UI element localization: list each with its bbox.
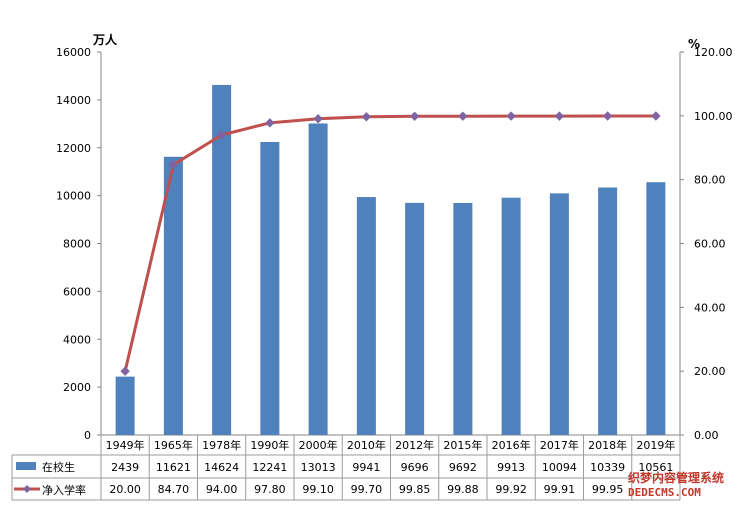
table-cell-bar-value: 9941 xyxy=(352,461,380,474)
line-point xyxy=(506,111,516,121)
line-point xyxy=(361,112,372,122)
table-cell-line-value: 99.70 xyxy=(351,483,383,496)
line-point xyxy=(265,118,275,128)
left-axis-tick-label: 2000 xyxy=(63,381,91,394)
right-axis-tick-label: 20.00 xyxy=(694,365,726,378)
bar xyxy=(212,84,232,436)
watermark-line1: 织梦内容管理系统 xyxy=(628,470,724,485)
table-cell-bar-value: 9692 xyxy=(449,461,477,474)
legend-label-line: 净入学率 xyxy=(42,483,86,497)
line-point xyxy=(602,111,613,121)
x-axis-tick-label: 2015年 xyxy=(443,438,482,452)
legend-key-bars xyxy=(16,462,36,470)
data-table: 1949年 1965年 1978年 1990年 2000年 2010年 2012年 2015年… xyxy=(11,435,681,501)
left-axis-tick-label: 4000 xyxy=(63,333,91,346)
line-series-path xyxy=(123,114,656,372)
line-point xyxy=(216,130,227,140)
legend-label-bars: 在校生 xyxy=(42,460,75,474)
table-cell-bar-value: 14624 xyxy=(204,461,239,474)
table-cell-bar-value: 12241 xyxy=(252,461,287,474)
x-axis-tick-label: 2010年 xyxy=(347,438,386,452)
bar xyxy=(356,197,376,435)
left-axis-tick-label: 10000 xyxy=(56,190,91,203)
table-cell-line-value: 84.70 xyxy=(158,483,190,496)
table-cell-bar-value: 10339 xyxy=(590,461,625,474)
bar xyxy=(308,123,328,435)
line-point xyxy=(554,111,565,121)
axes: 0 2000 4000 6000 8000 10000 12000 14000 16000 0.0… xyxy=(56,46,733,442)
table-cell-bar-value: 10094 xyxy=(542,461,577,474)
x-axis-tick-label: 2017年 xyxy=(540,438,579,452)
x-axis-tick-label: 2018年 xyxy=(588,438,627,452)
bar-series-group xyxy=(115,84,666,436)
table-cell-line-value: 99.10 xyxy=(302,483,334,496)
x-axis-tick-label: 1990年 xyxy=(250,438,289,452)
bar xyxy=(115,376,135,435)
bar xyxy=(598,187,618,435)
legend-key-marker xyxy=(23,485,31,493)
table-cell-line-value: 97.80 xyxy=(254,483,286,496)
line-series-group xyxy=(120,111,661,376)
left-axis-tick-label: 12000 xyxy=(56,142,91,155)
right-axis-tick-label: 0.00 xyxy=(694,429,719,442)
x-axis-tick-label: 2012年 xyxy=(395,438,434,452)
table-cell-bar-value: 9913 xyxy=(497,461,525,474)
watermark-line2: DEDECMS.COM xyxy=(628,486,701,499)
line-point xyxy=(458,111,468,121)
table-cell-line-value: 99.85 xyxy=(399,483,431,496)
table-cell-bar-value: 11621 xyxy=(156,461,191,474)
bar xyxy=(163,156,183,435)
left-axis-tick-label: 6000 xyxy=(63,285,91,298)
right-axis-tick-label: 120.00 xyxy=(694,46,733,59)
left-axis-unit: 万人 xyxy=(92,32,118,47)
line-point xyxy=(120,366,130,376)
right-axis-tick-label: 80.00 xyxy=(694,174,726,187)
left-axis-tick-label: 16000 xyxy=(56,46,91,59)
bar xyxy=(453,202,473,435)
x-axis-tick-label: 2016年 xyxy=(492,438,531,452)
right-axis-tick-label: 100.00 xyxy=(694,110,733,123)
bar xyxy=(501,197,521,435)
left-axis-tick-label: 14000 xyxy=(56,94,91,107)
bar xyxy=(405,202,425,435)
table-cell-line-value: 99.92 xyxy=(495,483,527,496)
line-point xyxy=(409,111,420,122)
table-cell-line-value: 99.95 xyxy=(592,483,624,496)
right-axis-tick-label: 60.00 xyxy=(694,238,726,251)
table-cell-line-value: 99.91 xyxy=(544,483,576,496)
bar xyxy=(646,182,666,435)
table-cell-bar-value: 9696 xyxy=(401,461,429,474)
line-point xyxy=(313,113,323,124)
table-cell-bar-value: 13013 xyxy=(301,461,336,474)
right-axis-unit: % xyxy=(688,37,700,51)
right-axis-tick-label: 40.00 xyxy=(694,301,726,314)
x-axis-tick-label: 2019年 xyxy=(636,438,675,452)
left-axis-tick-label: 0 xyxy=(84,429,91,442)
x-axis-tick-label: 2000年 xyxy=(299,438,338,452)
bar xyxy=(260,141,280,435)
table-cell-line-value: 94.00 xyxy=(206,483,238,496)
line-point xyxy=(651,111,661,121)
bar xyxy=(549,193,569,435)
table-cell-line-value: 99.88 xyxy=(447,483,479,496)
x-axis-tick-label: 1978年 xyxy=(202,438,241,452)
x-axis-tick-label: 1965年 xyxy=(154,438,193,452)
line-point xyxy=(168,159,179,170)
table-cell-bar-value: 10561 xyxy=(638,461,673,474)
left-axis-tick-label: 8000 xyxy=(63,238,91,251)
table-cell-bar-value: 2439 xyxy=(111,461,139,474)
table-cell-line-value: 20.00 xyxy=(109,483,141,496)
x-axis-tick-label: 1949年 xyxy=(106,438,145,452)
